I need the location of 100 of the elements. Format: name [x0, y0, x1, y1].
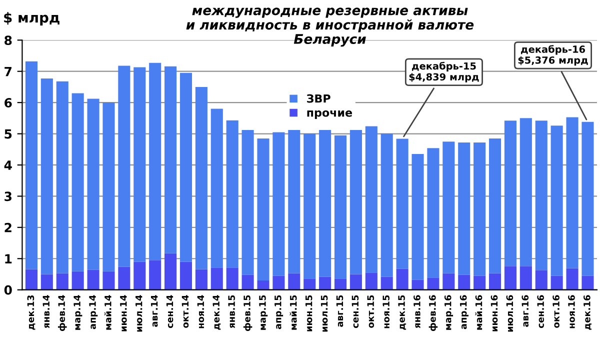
- bar: [102, 102, 115, 272]
- bar: [134, 67, 146, 262]
- bar: [226, 268, 238, 290]
- bar: [288, 130, 300, 274]
- x-tick-label: дек.16: [584, 295, 592, 330]
- bar: [242, 130, 254, 275]
- bar: [25, 269, 38, 290]
- x-tick-label: апр.16: [460, 295, 468, 330]
- x-tick-label: дек.13: [27, 295, 36, 330]
- annotation: декабрь-16 $5,376 млрд: [518, 45, 588, 66]
- bar: [134, 262, 146, 290]
- bar: [535, 270, 548, 290]
- bar: [566, 268, 578, 290]
- x-tick-label: ноя.14: [197, 295, 204, 328]
- bar: [380, 133, 393, 277]
- bar: [458, 274, 470, 290]
- bar: [72, 271, 84, 290]
- y-tick-label: 3: [4, 192, 12, 202]
- bar: [488, 273, 502, 290]
- bar: [164, 66, 177, 254]
- bar: [582, 122, 594, 276]
- bar: [319, 276, 332, 290]
- bar: [257, 280, 270, 290]
- x-tick-label: мар.14: [74, 295, 82, 330]
- bar: [535, 120, 548, 270]
- bar: [226, 120, 238, 268]
- bar: [566, 117, 578, 268]
- bar: [87, 98, 100, 270]
- x-tick-label: окт.14: [182, 295, 189, 328]
- y-axis-title: $ млрд: [4, 12, 60, 26]
- bar: [180, 72, 192, 262]
- x-tick-label: май.16: [475, 295, 482, 330]
- x-tick-label: июн.14: [120, 295, 127, 332]
- bar: [56, 81, 68, 274]
- x-tick-label: янв.16: [414, 295, 420, 328]
- x-tick-label: сен.14: [166, 295, 174, 328]
- chart-title: международные резервные активы и ликвидность в иностранной валюте Беларуси: [186, 8, 474, 47]
- y-tick-label: 1: [5, 254, 12, 264]
- x-tick-label: мар.15: [259, 295, 268, 330]
- bar: [504, 266, 516, 290]
- y-tick-label: 4: [4, 160, 12, 170]
- x-tick-label: мар.16: [444, 295, 454, 330]
- bar: [195, 269, 208, 290]
- bar: [520, 118, 532, 266]
- x-tick-label: июн.15: [306, 295, 312, 332]
- bar: [257, 138, 270, 280]
- x-tick-label: янв.14: [42, 295, 50, 328]
- bar: [195, 86, 208, 270]
- x-tick-label: сен.16: [537, 295, 544, 328]
- bar: [582, 276, 594, 290]
- y-tick-label: 8: [4, 36, 12, 46]
- bar: [458, 142, 470, 275]
- x-tick-label: апр.14: [89, 295, 98, 330]
- bar: [412, 154, 424, 280]
- bar: [25, 61, 38, 270]
- bar: [304, 278, 316, 290]
- x-tick-label: авг.16: [522, 295, 529, 327]
- bar: [242, 274, 254, 290]
- bar: [474, 276, 486, 290]
- bar: [210, 268, 223, 290]
- legend-label: ЗВР: [307, 94, 330, 103]
- annotation: декабрь-15 $4,839 млрд: [409, 62, 479, 82]
- bar: [334, 135, 347, 279]
- bar: [550, 276, 563, 290]
- bar: [350, 130, 362, 274]
- y-tick-label: 0: [4, 285, 12, 295]
- y-tick-label: 6: [4, 98, 12, 108]
- bar: [210, 108, 223, 268]
- bar: [118, 266, 130, 290]
- bar: [304, 133, 316, 279]
- bar: [288, 273, 300, 290]
- x-tick-label: июл.15: [320, 295, 328, 332]
- x-tick-label: июл.16: [506, 295, 514, 332]
- bar: [474, 142, 486, 276]
- y-tick-label: 7: [4, 66, 12, 76]
- x-tick-label: дек.15: [398, 295, 406, 330]
- y-tick-label: 2: [4, 222, 12, 232]
- bar: [40, 274, 53, 290]
- bar: [118, 66, 130, 267]
- bar: [365, 126, 378, 273]
- x-tick-label: ноя.15: [382, 295, 390, 328]
- x-tick-label: сен.15: [352, 295, 359, 328]
- bar: [427, 278, 440, 290]
- y-tick-label: 5: [4, 129, 12, 139]
- bar: [272, 276, 285, 290]
- bar: [396, 138, 408, 269]
- bar: [40, 78, 53, 274]
- legend-label: прочие: [307, 110, 352, 119]
- bar: [164, 253, 177, 290]
- bar: [520, 266, 532, 290]
- bar: [427, 148, 440, 278]
- bar: [319, 130, 332, 277]
- x-tick-label: авг.15: [336, 295, 344, 327]
- x-tick-label: май.15: [290, 295, 297, 330]
- x-tick-label: июл.14: [136, 295, 142, 332]
- bar: [272, 132, 285, 276]
- bar: [550, 126, 563, 276]
- x-tick-label: апр.15: [274, 295, 284, 330]
- bar: [442, 273, 455, 290]
- bar: [149, 260, 162, 290]
